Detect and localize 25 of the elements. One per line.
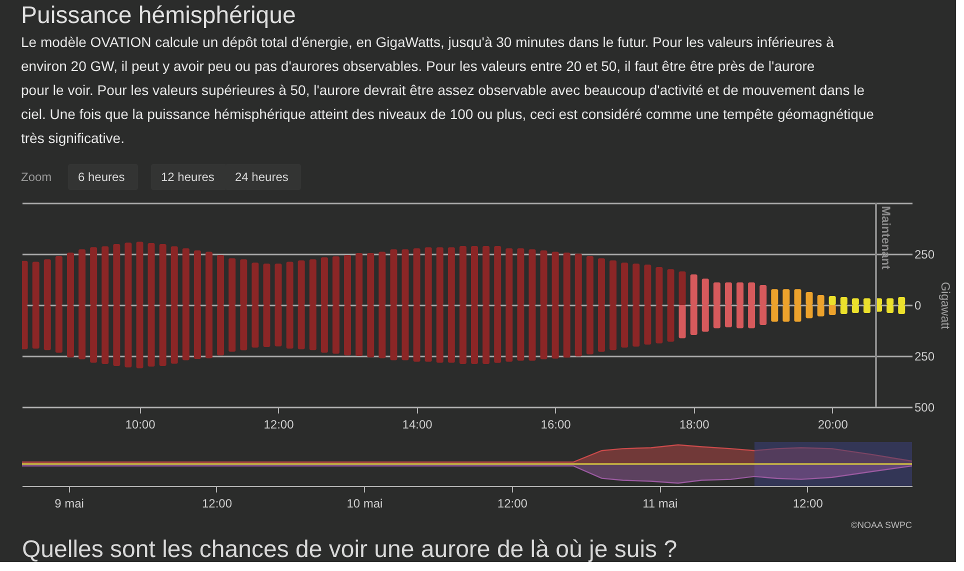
x-tick-label: 12:00	[264, 418, 294, 432]
x-tick-label: 10:00	[125, 418, 156, 432]
y-tick-label: 250	[914, 248, 935, 262]
text: 24 heures	[235, 170, 288, 184]
x-tick-label: 14:00	[402, 418, 433, 432]
x-tick-label: 18:00	[679, 418, 710, 432]
x-tick-label: 11 mai	[642, 496, 678, 510]
y-tick-label: 250	[914, 350, 935, 364]
text: Quelles sont les chances de voir une aurore de là où je suis ?	[22, 536, 678, 563]
text: 6 heures	[78, 170, 125, 184]
x-tick-label: 12:00	[202, 496, 232, 510]
x-tick-label: 12:00	[497, 496, 528, 510]
y-tick-label: 500	[914, 400, 935, 414]
x-tick-label: 16:00	[540, 418, 572, 432]
x-tick-label: 9 mai	[54, 496, 84, 510]
x-tick-label: 12:00	[792, 496, 824, 510]
text: 12 heures	[161, 170, 214, 184]
y-tick-label: 0	[914, 298, 922, 312]
text: Zoom	[21, 170, 52, 184]
text: ©NOAA SWPC	[850, 520, 912, 530]
x-tick-label: 10 mai	[346, 496, 383, 510]
chart-subtitle: Le modèle OVATION calcule un dépôt total d'énergie, en GigaWatts, jusqu'à 30 minutes dans le futur. Pour les valeurs inférieures à environ 20 GW, il peut y avoir peu ou pas d'aurores observables. Pour les valeurs entre 20 et 50, il faut être être près de l'aurore pour le voir. Pour les valeurs supérieures à 50, l'aurore devrait être assez observable avec beaucoup d'activité et de mouvement dans le ciel. Une fois que la puissance hémisphérique atteint des niveaux de 100 ou plus, ceci est considéré comme une tempête géomagnétique très significative.	[21, 34, 874, 146]
x-tick-label: 20:00	[818, 418, 848, 432]
chart-title: Puissance hémisphérique	[21, 2, 296, 29]
y-axis-title: Gigawatt	[938, 282, 953, 330]
